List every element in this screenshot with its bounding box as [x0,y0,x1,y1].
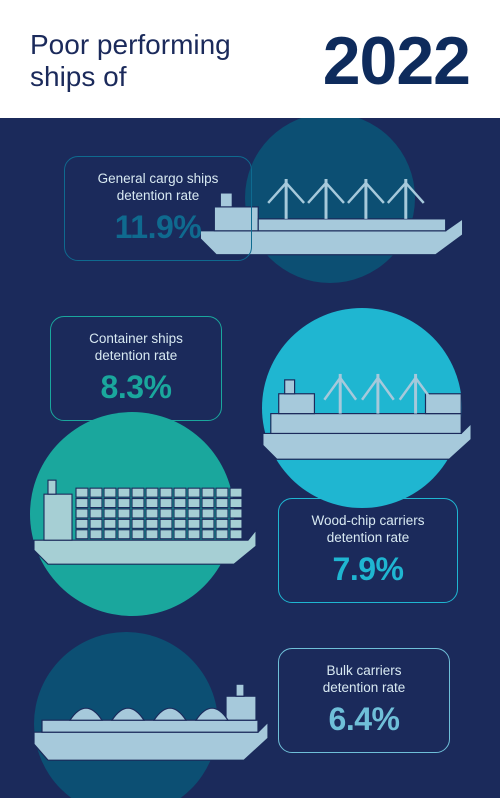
stat-card-container: Container ships detention rate 8.3% [50,316,222,421]
title-line1: Poor performing [30,29,231,60]
stat-label-line1: General cargo ships [98,171,219,186]
stat-card-general-cargo: General cargo ships detention rate 11.9% [64,156,252,261]
header: Poor performing ships of 2022 [0,0,500,118]
stat-card-bulk: Bulk carriers detention rate 6.4% [278,648,450,753]
stat-label-line2: detention rate [95,348,178,363]
stat-value: 7.9% [295,551,441,588]
stat-value: 8.3% [67,369,205,406]
stat-label: Container ships detention rate [67,331,205,365]
ship-icon-container [30,468,258,573]
stat-value: 11.9% [81,209,235,246]
ship-icon-bulk [30,678,270,769]
stat-value: 6.4% [295,701,433,738]
stat-label-line2: detention rate [327,530,410,545]
stat-label-line1: Wood-chip carriers [311,513,424,528]
stat-card-woodchip: Wood-chip carriers detention rate 7.9% [278,498,458,603]
page-title: Poor performing ships of [30,29,231,93]
infographic-body: General cargo ships detention rate 11.9% Co… [0,118,500,798]
title-line2: ships of [30,61,127,92]
stat-label: Wood-chip carriers detention rate [295,513,441,547]
stat-label: General cargo ships detention rate [81,171,235,205]
stat-label-line1: Bulk carriers [326,663,401,678]
year-label: 2022 [323,22,470,100]
stat-label: Bulk carriers detention rate [295,663,433,697]
stat-label-line2: detention rate [323,680,406,695]
stat-label-line2: detention rate [117,188,200,203]
ship-icon-woodchip [258,366,474,468]
stat-label-line1: Container ships [89,331,183,346]
